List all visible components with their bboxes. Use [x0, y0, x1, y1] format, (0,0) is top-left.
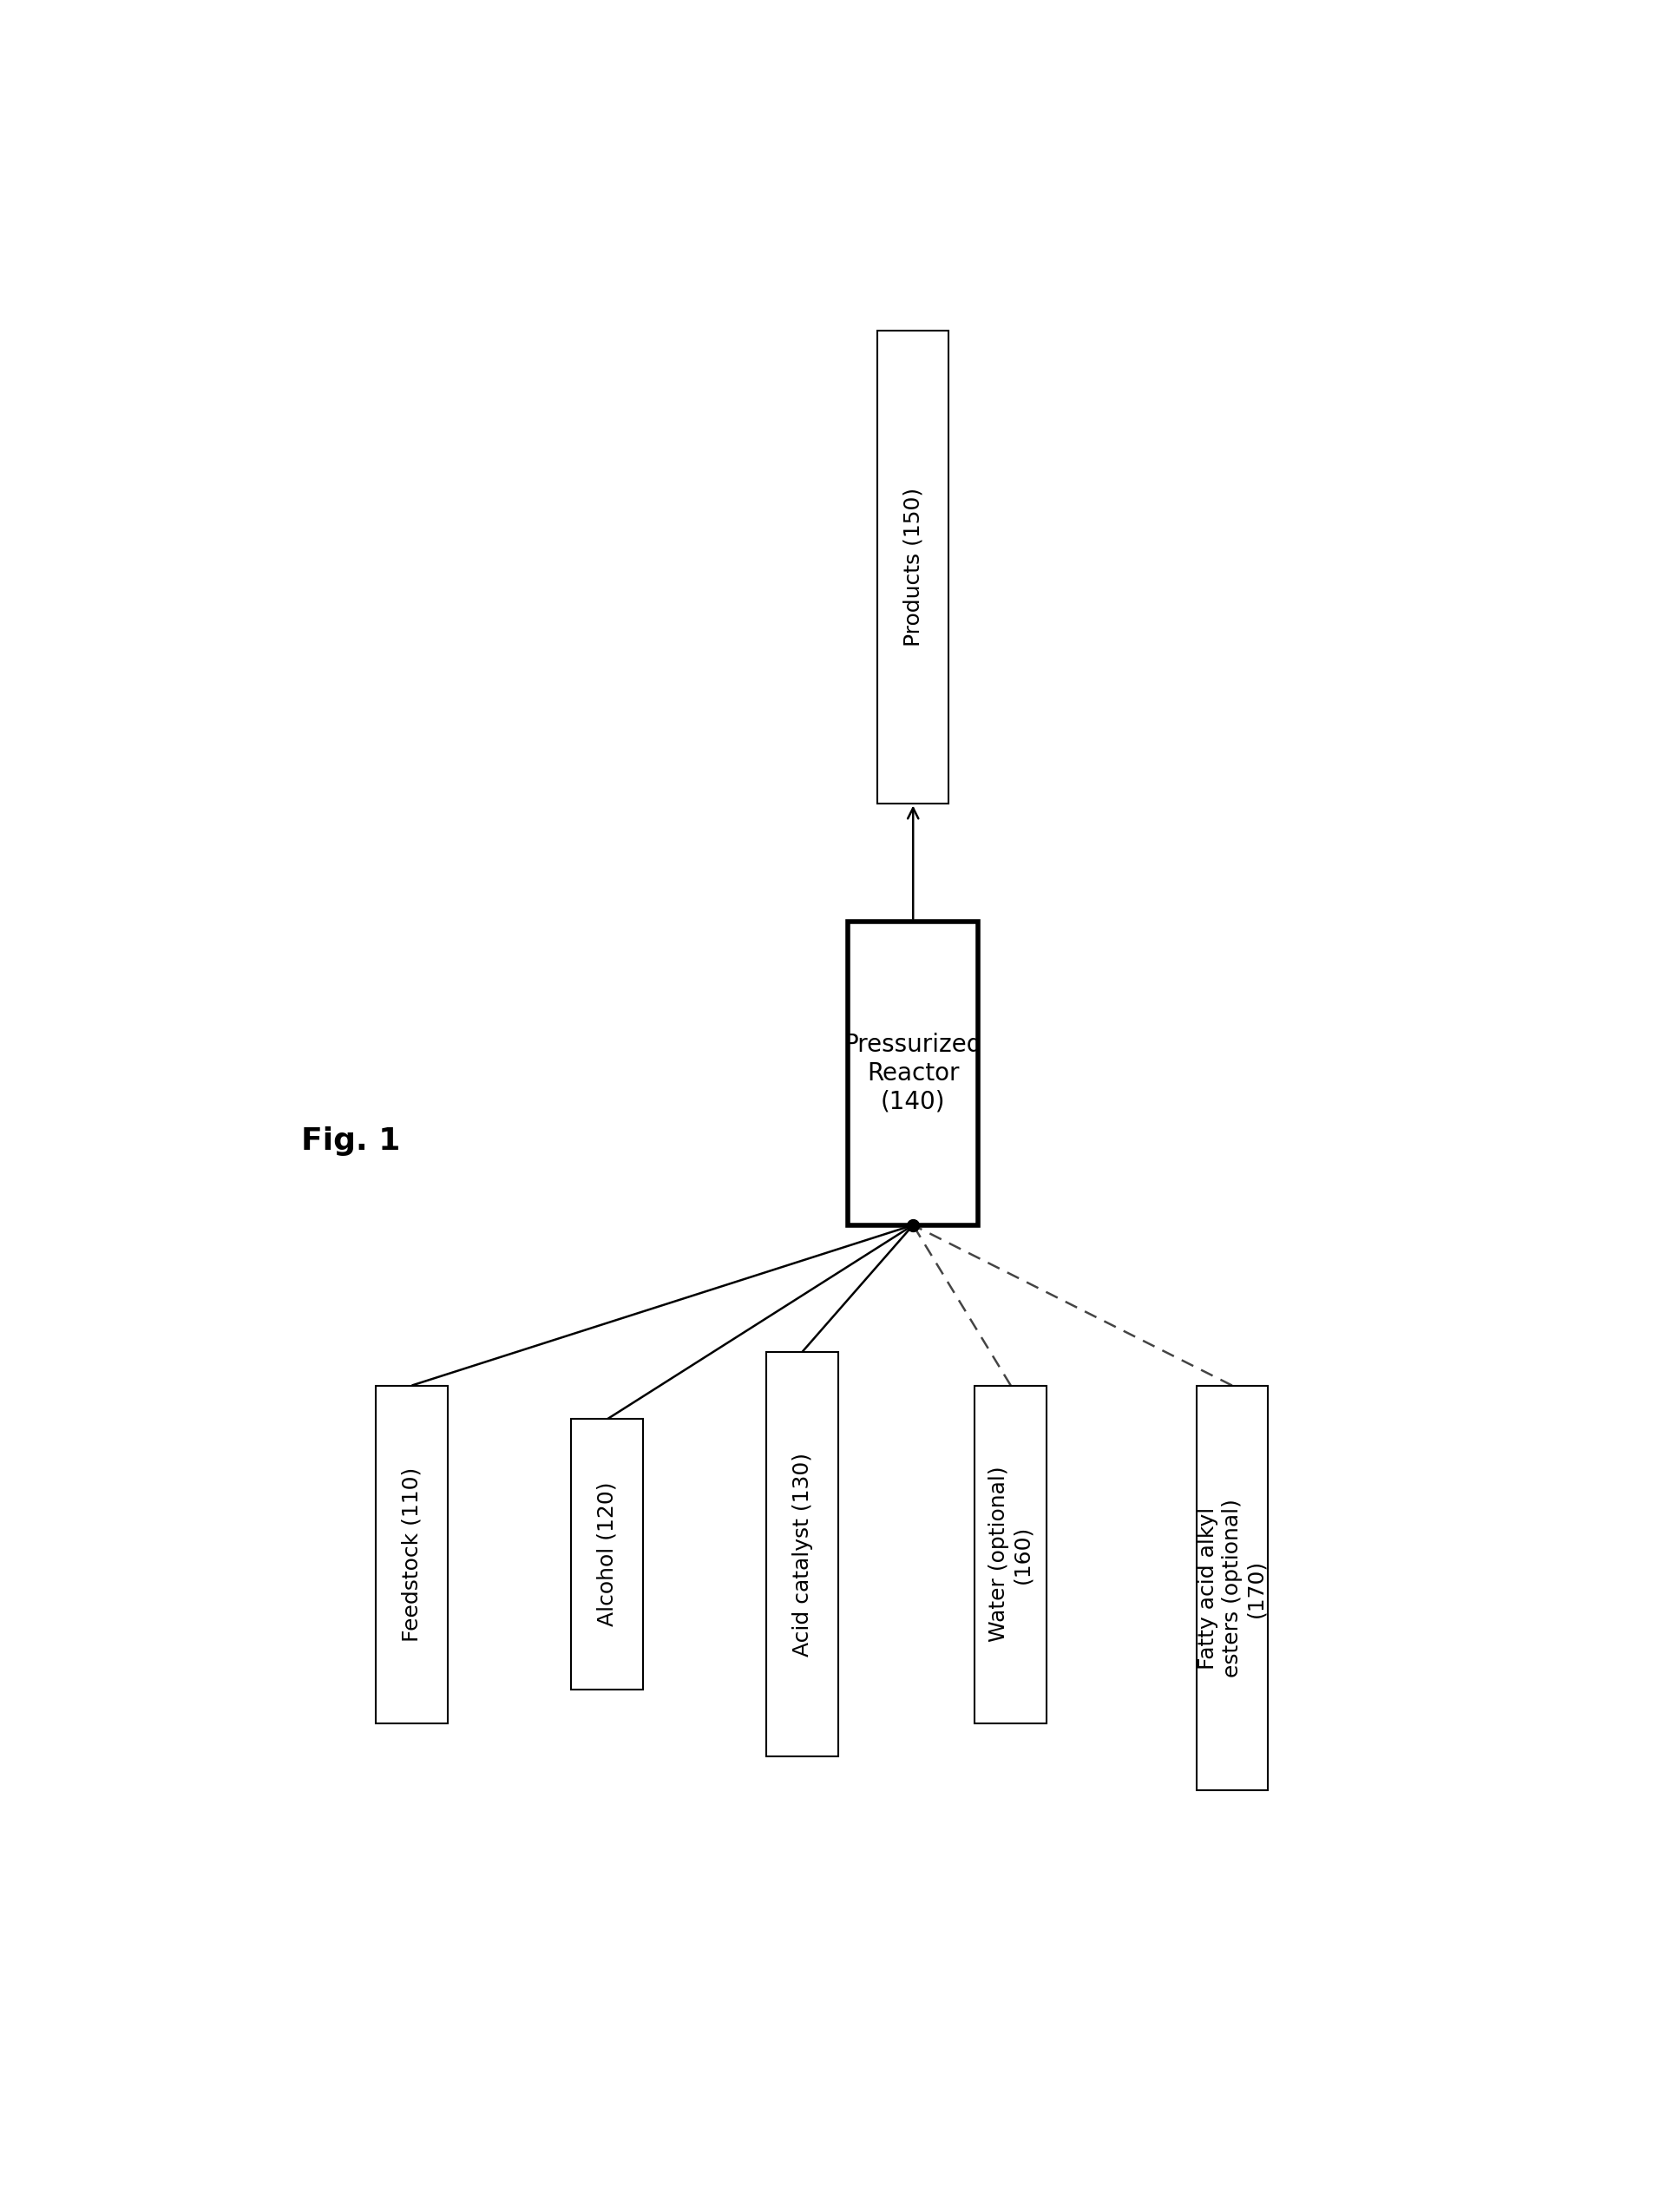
Text: Alcohol (120): Alcohol (120): [596, 1482, 618, 1626]
Bar: [974, 1385, 1047, 1723]
Text: Fig. 1: Fig. 1: [301, 1127, 400, 1155]
Bar: [571, 1418, 643, 1690]
Text: Acid catalyst (130): Acid catalyst (130): [791, 1453, 813, 1657]
Text: Feedstock (110): Feedstock (110): [402, 1466, 422, 1642]
Bar: [877, 331, 949, 802]
Bar: [376, 1385, 447, 1723]
Text: Fatty acid alkyl
esters (optional)
(170): Fatty acid alkyl esters (optional) (170): [1198, 1499, 1267, 1677]
Bar: [848, 921, 978, 1225]
Bar: [1196, 1385, 1268, 1791]
Text: Pressurized
Reactor
(140): Pressurized Reactor (140): [843, 1032, 983, 1114]
Bar: [766, 1352, 838, 1756]
Text: Products (150): Products (150): [902, 487, 924, 647]
Text: Water (optional)
(160): Water (optional) (160): [988, 1466, 1033, 1642]
